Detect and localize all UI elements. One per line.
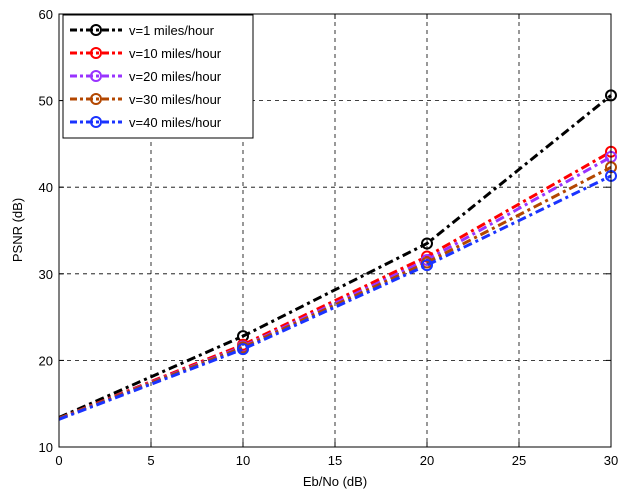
series-line-3 [58, 155, 612, 420]
legend-label-4: v=30 miles/hour [129, 92, 222, 107]
legend-label-1: v=1 miles/hour [129, 23, 215, 38]
legend-marker-5 [90, 116, 102, 128]
x-tick-label: 15 [328, 453, 342, 468]
x-tick-label: 25 [512, 453, 526, 468]
series-line-2 [58, 150, 612, 420]
x-tick-label: 0 [55, 453, 62, 468]
legend-marker-2 [90, 47, 102, 59]
series-line-4 [58, 165, 612, 420]
legend-label-5: v=40 miles/hour [129, 115, 222, 130]
data-point-1 [421, 237, 433, 250]
x-tick-label: 5 [147, 453, 154, 468]
legend-marker-4 [90, 93, 102, 105]
x-axis-label: Eb/No (dB) [303, 474, 367, 489]
legend-label-2: v=10 miles/hour [129, 46, 222, 61]
series-layer [58, 89, 617, 421]
data-point-5 [237, 343, 249, 356]
y-tick-label: 20 [39, 353, 53, 368]
x-tick-label: 10 [236, 453, 250, 468]
y-tick-label: 40 [39, 180, 53, 195]
y-axis-label: PSNR (dB) [10, 198, 25, 262]
y-tick-label: 50 [39, 94, 53, 109]
legend: v=1 miles/hour v=10 miles/hour v=20 miles/… [62, 14, 254, 139]
series-line-5 [58, 174, 612, 421]
legend-label-3: v=20 miles/hour [129, 69, 222, 84]
y-tick-label: 60 [39, 7, 53, 22]
y-tick-label: 30 [39, 267, 53, 282]
x-tick-label: 30 [604, 453, 618, 468]
legend-marker-1 [90, 24, 102, 36]
data-point-5 [421, 259, 433, 272]
x-tick-label: 20 [420, 453, 434, 468]
y-tick-label: 10 [39, 440, 53, 455]
series-line-1 [58, 94, 612, 419]
legend-marker-3 [90, 70, 102, 82]
